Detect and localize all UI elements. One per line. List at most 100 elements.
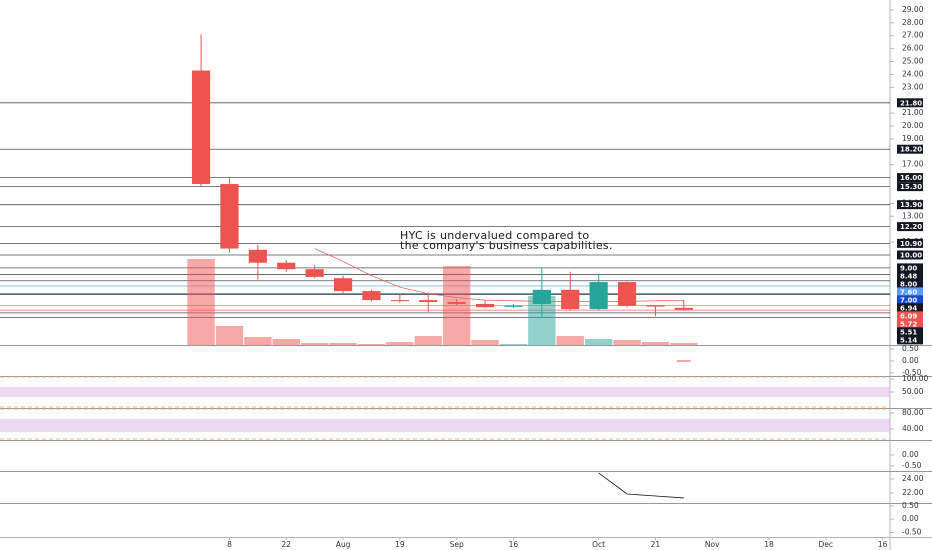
band [0, 419, 890, 433]
volume-bar [187, 259, 215, 345]
level-label-box [897, 319, 923, 329]
y-tick-label: 29.00 [902, 5, 924, 14]
level-label-box [897, 271, 923, 281]
level-label-box [897, 250, 923, 260]
y-tick-label: 20.00 [902, 121, 924, 130]
level-label-box [897, 279, 923, 289]
level-label: 10.90 [900, 240, 922, 248]
x-tick-label: 16 [878, 540, 888, 549]
volume-bar [215, 326, 244, 345]
band [0, 386, 890, 398]
volume-bar [386, 342, 414, 345]
level-label: 12.20 [900, 223, 922, 231]
y-tick-label: 26.00 [902, 44, 924, 53]
level-label: 18.20 [900, 146, 922, 154]
y-tick-label: 0.00 [902, 514, 919, 523]
y-tick-label: 0.50 [902, 501, 919, 510]
level-label-box [897, 287, 923, 297]
annotation: the company's business capabilities. [400, 239, 613, 252]
volume-bar [556, 336, 584, 345]
x-tick-label: 19 [395, 540, 405, 549]
volume-bar [329, 343, 357, 345]
candle-body [191, 70, 211, 185]
volume-bar [300, 343, 329, 345]
candle-body [475, 303, 495, 308]
series-line [598, 472, 684, 499]
candle-body [305, 269, 324, 277]
y-tick-label: 0.00 [902, 356, 919, 365]
y-tick-label: 19.00 [902, 134, 924, 143]
x-tick-label: 22 [281, 540, 291, 549]
y-tick-label: 17.00 [902, 160, 924, 169]
level-label-box [897, 335, 923, 345]
level-label: 7.00 [900, 296, 917, 304]
volume-bar [272, 339, 300, 345]
y-tick-label: 21.00 [902, 108, 924, 117]
y-tick-label: 22.00 [902, 488, 924, 497]
x-tick-label: 16 [509, 540, 519, 549]
y-tick-label: 40.00 [902, 424, 924, 433]
level-label-box [897, 182, 923, 192]
level-label-box [897, 200, 923, 210]
candle-body [362, 291, 381, 301]
x-tick-label: 18 [764, 540, 774, 549]
candle-body [220, 184, 239, 249]
candle-body [589, 282, 608, 310]
volume-bar [414, 336, 442, 345]
volume-bar [641, 342, 670, 345]
volume-bar [442, 266, 471, 345]
y-tick-label: 100.00 [902, 374, 928, 383]
y-tick-label: 28.00 [902, 18, 924, 27]
x-tick-label: Nov [705, 540, 720, 549]
level-label: 8.48 [900, 272, 917, 280]
level-label: 5.14 [900, 336, 917, 344]
level-label-box [897, 311, 923, 321]
candle-body [504, 305, 523, 307]
level-label-box [897, 303, 923, 313]
candle-body [617, 282, 637, 306]
candle-body [390, 300, 409, 302]
x-tick-label: Oct [592, 540, 605, 549]
volume-bar [613, 340, 641, 345]
y-tick-label: 23.00 [902, 82, 924, 91]
candle-body [277, 262, 296, 270]
annotation: HYC is undervalued compared to [400, 229, 589, 242]
level-label: 15.30 [900, 183, 922, 191]
x-tick-label: 21 [651, 540, 661, 549]
y-tick-label: 50.00 [902, 387, 924, 396]
volume-bar [584, 339, 613, 345]
y-tick-label: 27.00 [902, 31, 924, 40]
x-tick-label: 8 [227, 540, 232, 549]
volume-bar [357, 344, 386, 345]
candle-body [674, 307, 693, 310]
y-tick-label: 80.00 [902, 408, 924, 417]
volume-bar [244, 337, 272, 345]
level-label: 7.60 [900, 288, 917, 296]
level-label-box [897, 327, 923, 337]
y-tick-label: -0.50 [902, 527, 922, 536]
candle-body [419, 300, 438, 303]
y-tick-label: 24.00 [902, 474, 924, 483]
x-tick-label: Sep [450, 540, 464, 549]
volume-bar [471, 340, 499, 345]
y-tick-label: 13.00 [902, 211, 924, 220]
x-tick-label: Aug [336, 540, 351, 549]
level-label-box [897, 238, 923, 248]
level-label: 5.51 [900, 328, 917, 336]
level-label: 13.90 [900, 201, 922, 209]
level-label: 9.00 [900, 264, 917, 272]
y-tick-label: -0.50 [902, 461, 922, 470]
y-tick-label: 24.00 [902, 69, 924, 78]
candle-body [333, 278, 353, 292]
y-tick-label: 0.00 [902, 450, 919, 459]
y-tick-label: -0.50 [902, 368, 922, 377]
candle-body [447, 302, 466, 304]
level-label: 8.00 [900, 280, 917, 288]
y-tick-label: 25.00 [902, 57, 924, 66]
level-label-box [897, 173, 923, 183]
candle-body [248, 249, 267, 263]
volume-bar [499, 344, 528, 345]
level-label-box [897, 263, 923, 273]
level-label: 16.00 [900, 174, 922, 182]
